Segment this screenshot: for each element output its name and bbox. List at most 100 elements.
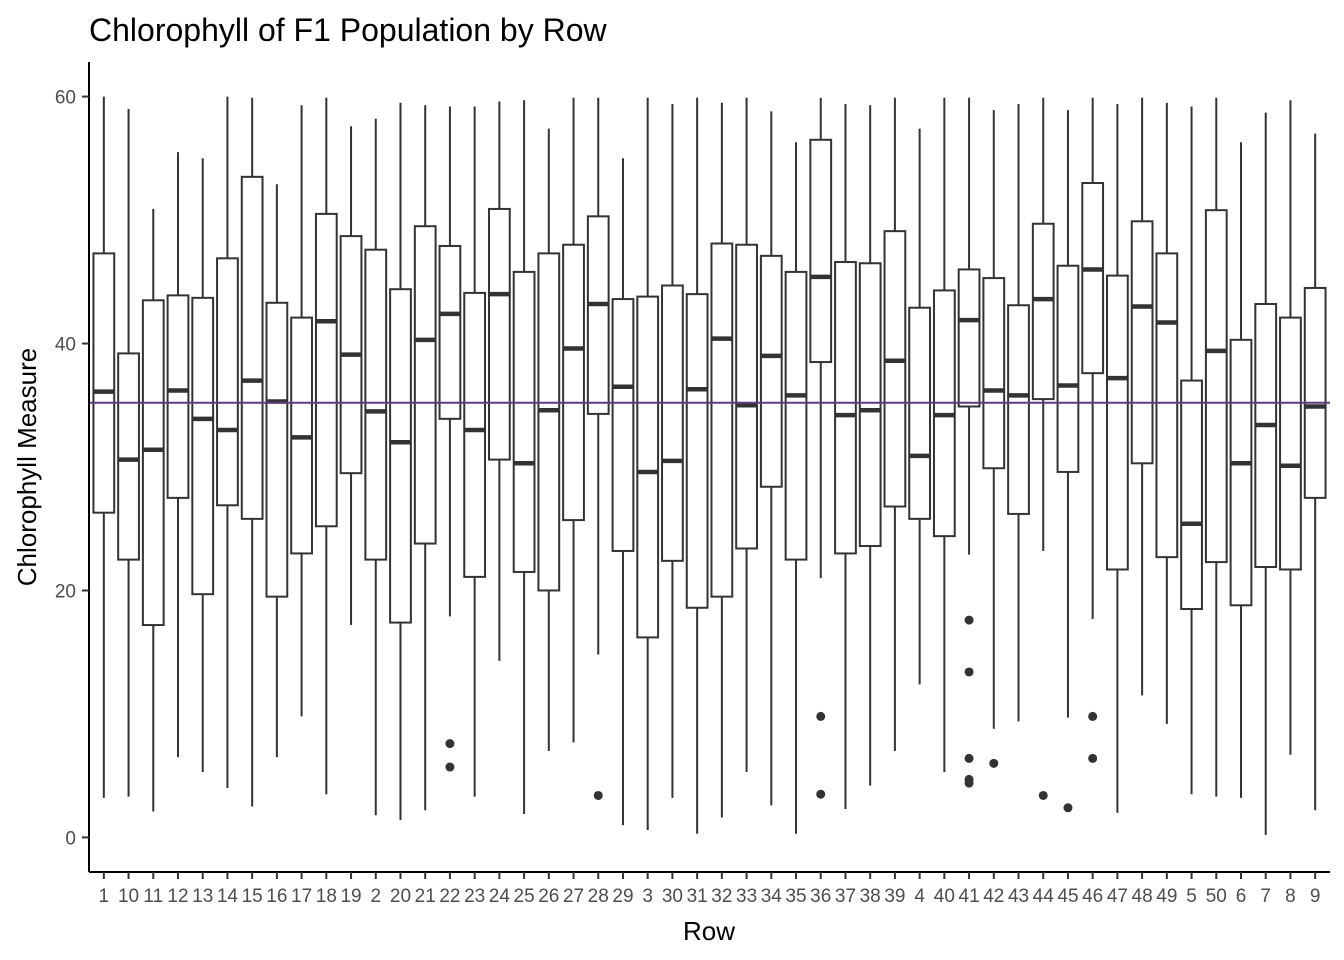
box-38: [858, 105, 882, 786]
x-tick-label: 49: [1156, 886, 1177, 907]
x-tick-label: 4: [914, 886, 925, 907]
box-39: [883, 97, 907, 751]
x-tick-label: 45: [1057, 886, 1078, 907]
y-tick-label: 60: [55, 88, 76, 109]
y-tick-label: 20: [55, 581, 76, 602]
box-iqr: [1056, 264, 1080, 473]
x-tick-label: 21: [415, 886, 436, 907]
box-36: [809, 97, 833, 799]
x-tick-label: 20: [390, 886, 411, 907]
box-iqr: [487, 207, 511, 461]
x-tick-label: 36: [810, 886, 831, 907]
box-35: [784, 142, 808, 834]
x-tick-label: 46: [1082, 886, 1103, 907]
box-iqr: [240, 175, 264, 520]
x-tick-label: 30: [662, 886, 683, 907]
box-iqr: [1106, 274, 1129, 571]
x-tick-label: 5: [1186, 886, 1197, 907]
x-tick-label: 19: [340, 886, 361, 907]
box-iqr: [1081, 182, 1105, 375]
box-8: [1279, 100, 1302, 755]
box-30: [661, 103, 684, 798]
plot-area: [89, 96, 1330, 835]
y-tick-label: 0: [65, 828, 76, 849]
box-28: [586, 97, 610, 800]
box-20: [389, 102, 412, 821]
box-iqr: [537, 252, 561, 592]
x-tick-label: 50: [1206, 886, 1227, 907]
box-iqr: [1007, 304, 1030, 515]
box-iqr: [858, 262, 882, 548]
box-43: [1007, 103, 1030, 722]
box-iqr: [141, 299, 165, 627]
x-tick-label: 48: [1132, 886, 1153, 907]
box-iqr: [735, 243, 758, 550]
x-tick-label: 11: [143, 886, 163, 907]
outlier-point: [816, 711, 826, 721]
x-tick-label: 35: [785, 886, 806, 907]
x-tick-label: 18: [316, 886, 337, 907]
box-22: [438, 106, 462, 772]
x-tick-label: 38: [860, 886, 881, 907]
x-axis: 1 10 11 12 13 14 15 16 17 18 19 2 20 21 22 23 24 25 26 27 28…: [89, 871, 1330, 907]
box-21: [413, 105, 437, 811]
box-iqr: [661, 284, 684, 562]
x-tick-label: 13: [192, 886, 213, 907]
x-tick-label: 10: [118, 886, 139, 907]
box-iqr: [1303, 286, 1327, 499]
box-iqr: [1180, 379, 1203, 610]
box-iqr: [117, 352, 140, 561]
x-tick-label: 28: [588, 886, 609, 907]
x-tick-label: 41: [959, 886, 980, 907]
box-37: [834, 103, 857, 810]
x-tick-label: 1: [99, 886, 110, 907]
x-tick-label: 12: [167, 886, 188, 907]
box-18: [314, 97, 338, 795]
x-tick-label: 6: [1236, 886, 1247, 907]
x-tick-label: 32: [711, 886, 732, 907]
box-iqr: [586, 215, 610, 415]
box-16: [265, 184, 289, 758]
outlier-point: [1063, 803, 1073, 813]
chart-title: Chlorophyll of F1 Population by Row: [89, 12, 608, 48]
y-tick-label: 40: [55, 335, 76, 356]
x-tick-label: 15: [242, 886, 263, 907]
outlier-point: [1038, 790, 1048, 800]
box-27: [562, 97, 585, 743]
box-iqr: [809, 138, 833, 364]
box-iqr: [908, 306, 932, 520]
box-iqr: [883, 230, 907, 508]
x-tick-label: 25: [514, 886, 535, 907]
box-7: [1254, 112, 1278, 835]
box-34: [759, 111, 783, 806]
box-2: [364, 118, 388, 816]
x-tick-label: 43: [1008, 886, 1029, 907]
box-29: [611, 158, 635, 826]
outlier-point: [816, 789, 826, 799]
x-axis-title: Row: [683, 916, 735, 946]
box-32: [710, 102, 734, 818]
box-iqr: [1279, 316, 1302, 571]
box-iqr: [364, 248, 388, 561]
x-tick-label: 3: [642, 886, 653, 907]
box-41: [957, 97, 981, 788]
x-tick-label: 17: [291, 886, 312, 907]
box-3: [636, 97, 660, 831]
outlier-point: [445, 739, 455, 749]
box-1: [92, 96, 116, 798]
x-tick-label: 24: [489, 886, 511, 907]
box-11: [141, 208, 165, 812]
x-tick-label: 40: [934, 886, 955, 907]
outlier-point: [1088, 753, 1098, 763]
box-25: [512, 100, 536, 814]
x-tick-label: 44: [1033, 886, 1055, 907]
outlier-point: [445, 762, 455, 772]
box-6: [1229, 142, 1253, 798]
x-tick-label: 37: [835, 886, 856, 907]
box-42: [982, 110, 1006, 768]
y-axis-title: Chlorophyll Measure: [12, 348, 42, 586]
x-tick-label: 9: [1310, 886, 1321, 907]
box-iqr: [1254, 303, 1278, 569]
box-46: [1081, 97, 1105, 763]
box-iqr: [710, 242, 734, 598]
